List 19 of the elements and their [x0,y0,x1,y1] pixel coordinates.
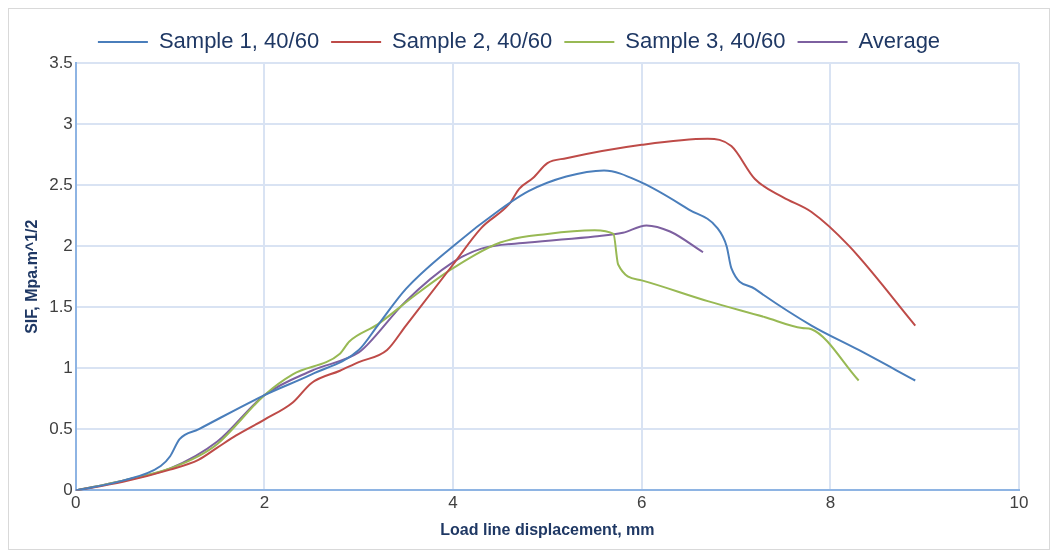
legend-label: Sample 1, 40/60 [158,28,320,54]
x-axis-title: Load line displacement, mm [440,520,655,538]
y-tick-label: 2.5 [49,174,73,194]
y-tick-label: 3.5 [49,52,73,72]
y-tick-label: 2 [63,235,73,255]
x-tick-label: 8 [825,493,836,513]
y-tick-label: 1 [63,357,73,377]
x-tick-label: 10 [1009,493,1029,513]
legend-label: Sample 2, 40/60 [392,28,553,54]
x-tick-label: 2 [259,493,270,513]
y-tick-label: 0.5 [49,419,73,439]
legend-label: Sample 3, 40/60 [625,28,786,54]
y-tick-label: 1.5 [49,296,73,316]
x-tick-label: 4 [448,493,458,513]
legend-label: Average [858,28,941,54]
y-tick-label: 0 [63,480,73,500]
y-tick-label: 3 [63,113,73,133]
x-tick-label: 6 [637,493,647,513]
y-axis-title: SIF, Mpa.m^1/2 [23,219,41,334]
